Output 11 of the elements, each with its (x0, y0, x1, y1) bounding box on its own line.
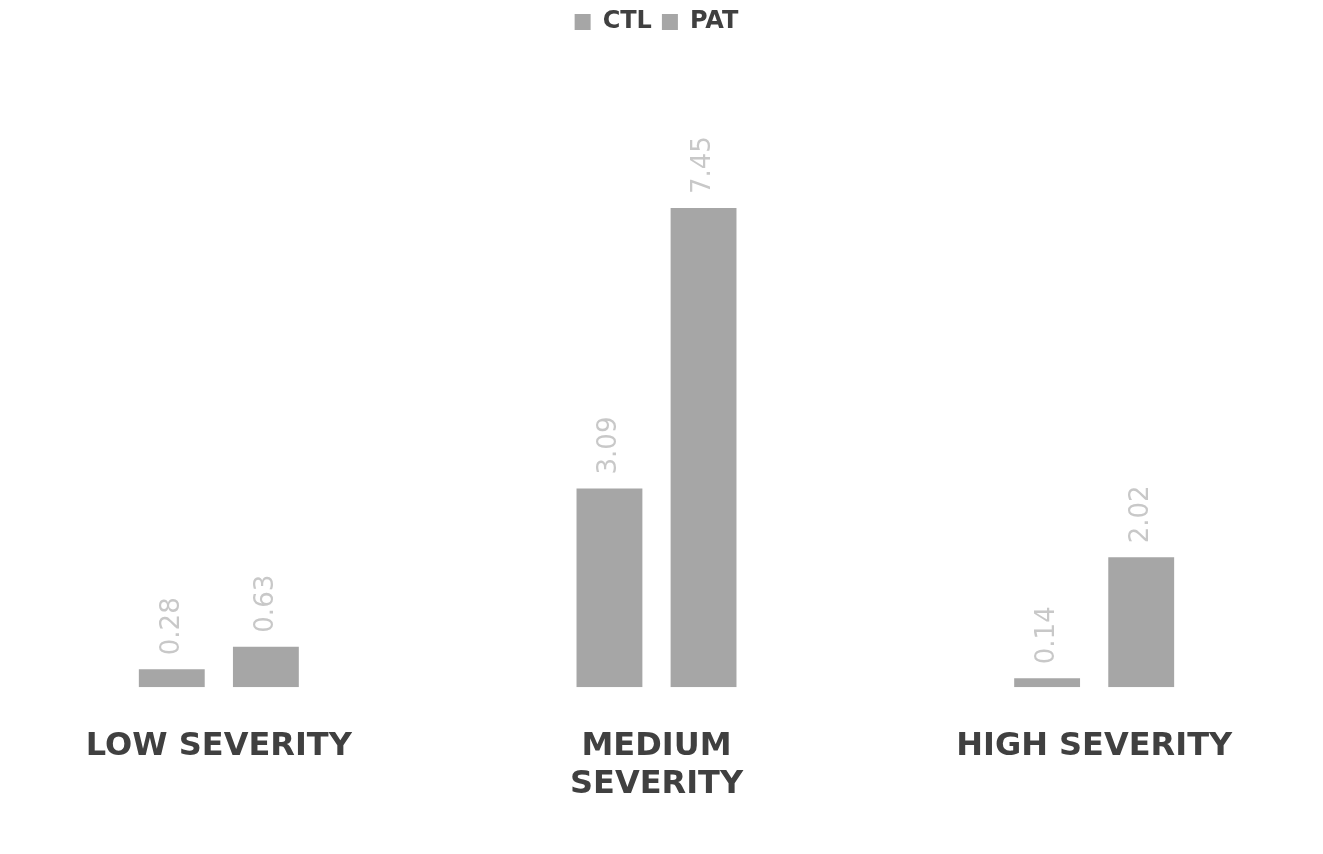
bar (670, 208, 737, 688)
bar (138, 669, 205, 688)
x-tick-label: HIGH SEVERITY (956, 724, 1233, 763)
bar (1108, 557, 1175, 688)
x-tick-label: LOW SEVERITY (85, 724, 353, 763)
legend-label: CTL (602, 6, 652, 35)
legend-label: PAT (689, 6, 739, 35)
bar (576, 488, 643, 688)
bar (232, 646, 299, 688)
bar (1014, 678, 1081, 688)
x-tick-label: MEDIUM SEVERITY (569, 724, 744, 802)
